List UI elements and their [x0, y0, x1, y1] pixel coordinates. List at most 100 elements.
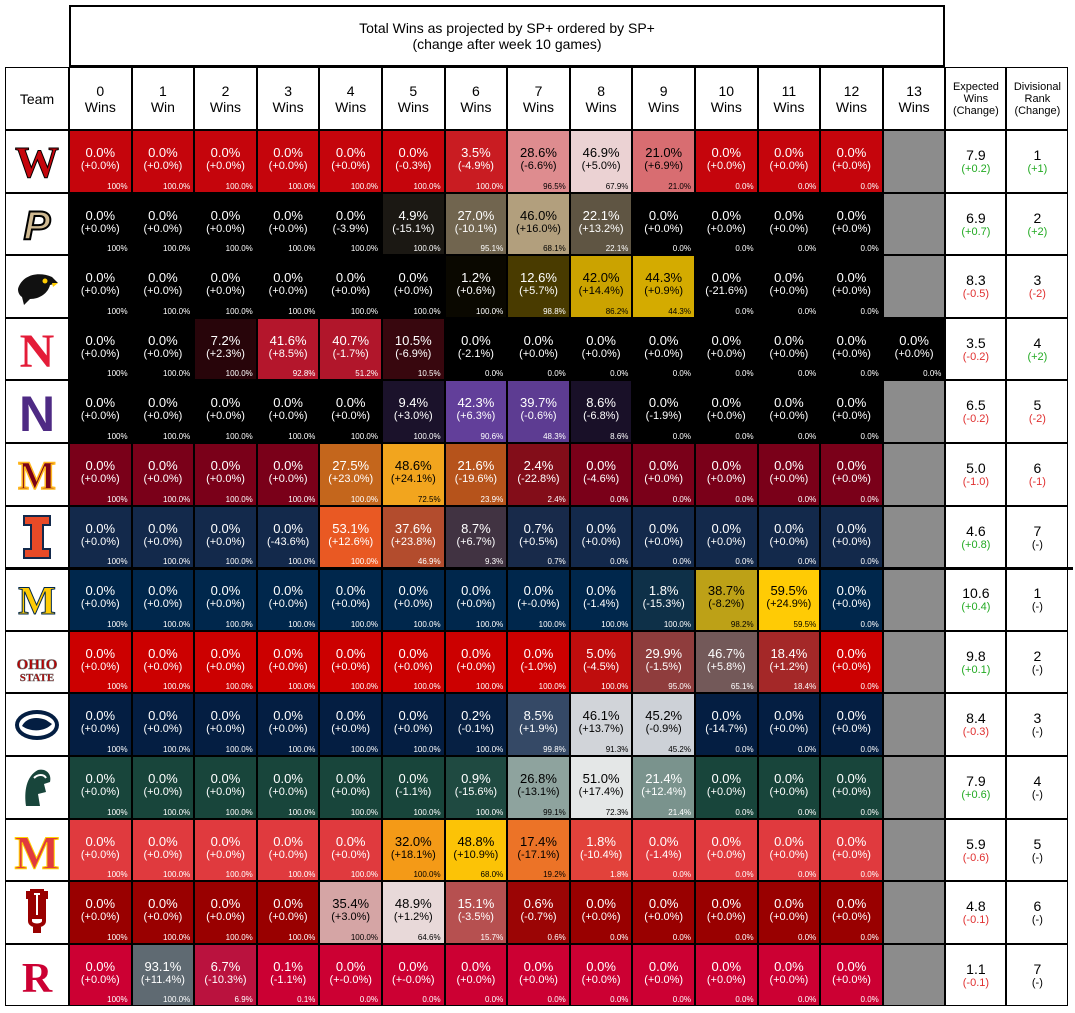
win-probability-cell: 21.4% (+12.4%) 21.4% [632, 756, 695, 819]
probability-value: 0.0% [85, 270, 116, 286]
win-probability-cell: 0.6% (-0.7%) 0.6% [507, 881, 570, 944]
probability-value: 0.0% [836, 332, 867, 348]
empty-cell [882, 505, 946, 569]
cumulative-probability: 100.0% [163, 619, 191, 629]
probability-change: (+0.0%) [644, 473, 684, 485]
probability-change: (+0.0%) [832, 347, 871, 360]
win-column-header: 2 Wins [194, 67, 257, 130]
win-probability-cell: 0.0% (+0.0%) 0.0% [757, 255, 821, 318]
cumulative-probability: 100.0% [288, 682, 316, 692]
probability-value: 0.0% [210, 520, 241, 536]
win-probability-cell: 0.0% (+0.0%) 100% [69, 192, 132, 256]
probability-change: (+0.0%) [832, 222, 871, 235]
indiana-iu-logo-icon [5, 881, 69, 944]
divisional-rank-value: 5 [1033, 835, 1042, 852]
win-probability-cell: 0.0% (+0.0%) 100% [69, 317, 132, 381]
team-column-header: Team [5, 67, 69, 130]
probability-change: (+0.0%) [331, 160, 371, 172]
probability-value: 0.0% [273, 583, 303, 599]
probability-value: 0.0% [461, 332, 491, 348]
probability-change: (+0.0%) [706, 222, 746, 235]
probability-value: 0.0% [398, 270, 429, 286]
cumulative-probability: 45.2% [668, 744, 691, 754]
probability-change: (-15.3%) [642, 598, 685, 611]
cumulative-probability: 100.0% [163, 557, 191, 567]
win-probability-cell: 0.0% (+0.0%) 100.0% [131, 505, 195, 569]
win-probability-cell: 46.1% (+13.7%) 91.3% [569, 693, 633, 756]
win-probability-cell: 0.0% (+0.0%) 0.0% [695, 317, 758, 381]
cumulative-probability: 100.0% [288, 494, 316, 504]
probability-change: (-1.1%) [395, 786, 432, 798]
probability-change: (+0.0%) [80, 660, 120, 673]
probability-value: 0.0% [273, 395, 303, 411]
win-probability-cell: 0.0% (+0.0%) 100.0% [256, 881, 320, 944]
probability-value: 0.0% [273, 645, 303, 661]
probability-value: 0.0% [586, 458, 616, 473]
cumulative-probability: 0.0% [735, 557, 754, 567]
probability-change: (+0.0%) [832, 473, 871, 485]
probability-value: 41.6% [269, 332, 307, 348]
win-probability-cell: 32.0% (+18.1%) 100.0% [382, 818, 445, 882]
svg-text:M: M [18, 578, 56, 623]
win-probability-cell: 0.0% (+0.0%) 100.0% [319, 568, 382, 631]
probability-change: (+0.0%) [80, 410, 120, 423]
probability-value: 0.0% [586, 958, 616, 974]
svg-text:R: R [22, 956, 53, 1000]
probability-value: 0.0% [711, 145, 742, 160]
cumulative-probability: 99.8% [543, 744, 566, 754]
probability-change: (+0.0%) [268, 911, 308, 924]
win-column-header: 7 Wins [507, 67, 570, 130]
probability-value: 10.5% [394, 332, 432, 348]
probability-change: (-2.1%) [457, 347, 494, 360]
cumulative-probability: 98.2% [730, 619, 754, 629]
win-probability-cell: 48.9% (+1.2%) 64.6% [382, 881, 445, 944]
probability-change: (-1.0%) [520, 660, 557, 673]
probability-change: (+16.0%) [516, 222, 561, 235]
probability-value: 0.0% [273, 458, 303, 473]
probability-value: 0.0% [711, 708, 742, 724]
win-probability-cell: 0.0% (+0.0%) 100% [69, 881, 132, 944]
win-probability-cell: 0.0% (+0.0%) 0.0% [507, 317, 570, 381]
probability-value: 5.0% [586, 645, 616, 661]
probability-value: 15.1% [457, 896, 495, 912]
probability-value: 0.0% [774, 207, 804, 223]
cumulative-probability: 100.0% [350, 244, 378, 254]
probability-value: 45.2% [645, 708, 683, 724]
expected-wins-cell: 4.6 (+0.8) [945, 505, 1007, 569]
expected-wins-change: (+0.8) [961, 538, 991, 551]
svg-text:P: P [24, 204, 51, 248]
probability-change: (+0.0%) [832, 660, 871, 673]
probability-value: 53.1% [332, 520, 370, 536]
cumulative-probability: 0.0% [797, 807, 817, 817]
empty-cell [882, 818, 946, 882]
probability-value: 0.0% [836, 645, 867, 661]
cumulative-probability: 100.0% [225, 744, 253, 754]
expected-wins-header-line: Expected [952, 80, 999, 93]
svg-text:M: M [14, 827, 59, 875]
win-probability-cell: 0.0% (+0.0%) 0.0% [757, 818, 821, 882]
win-probability-cell: 8.7% (+6.7%) 9.3% [444, 505, 508, 569]
divisional-rank-change: (-1) [1028, 476, 1046, 488]
win-probability-cell: 0.0% (-0.3%) 100.0% [382, 130, 445, 193]
probability-value: 27.0% [457, 207, 495, 223]
chart-title: Total Wins as projected by SP+ ordered b… [359, 20, 655, 36]
win-probability-cell: 0.0% (+0.0%) 0.0% [632, 317, 695, 381]
probability-change: (+14.4%) [578, 285, 624, 298]
probability-change: (+0.0%) [80, 535, 120, 548]
cumulative-probability: 100% [107, 744, 128, 754]
expected-wins-cell: 5.0 (-1.0) [945, 443, 1007, 506]
divisional-rank-cell: 4 (-) [1006, 756, 1069, 819]
expected-wins-cell: 7.9 (+0.6) [945, 756, 1007, 819]
probability-value: 0.0% [335, 708, 366, 724]
probability-value: 0.0% [148, 520, 178, 536]
probability-change: (+0.0%) [644, 535, 684, 548]
win-probability-cell: 0.0% (+-0.0%) 0.0% [319, 943, 382, 1007]
win-probability-cell: 0.0% (+0.0%) 100.0% [131, 568, 195, 631]
win-probability-cell: 0.0% (+0.0%) 0.0% [820, 317, 883, 381]
cumulative-probability: 100.0% [288, 932, 316, 942]
cumulative-probability: 0.0% [797, 744, 817, 754]
probability-change: (+0.0%) [519, 347, 558, 360]
probability-change: (-4.5%) [583, 660, 620, 673]
probability-value: 35.4% [332, 896, 370, 912]
probability-value: 0.0% [398, 645, 429, 661]
